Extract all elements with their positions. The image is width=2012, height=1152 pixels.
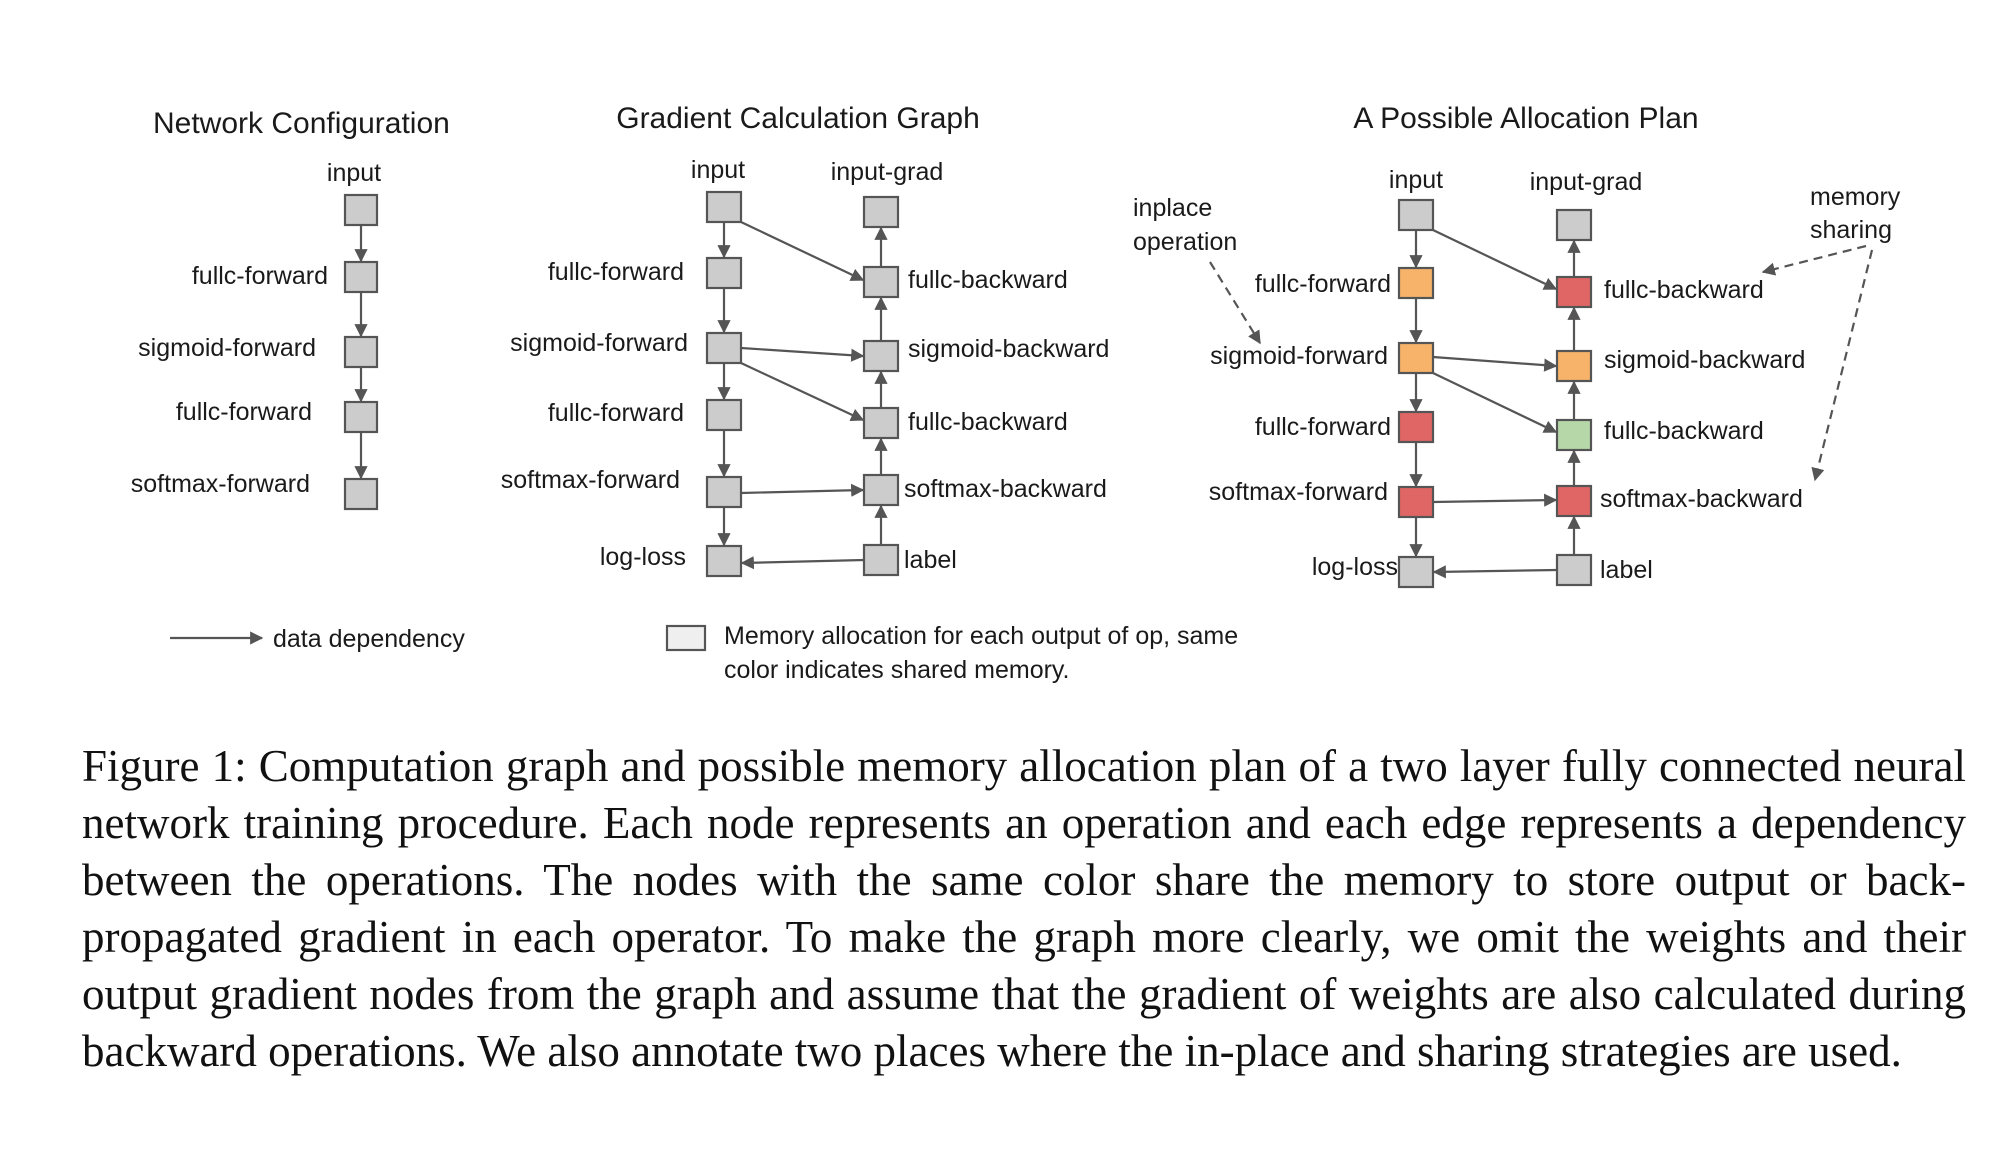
memory-node — [862, 339, 900, 373]
node-label-fullc-backward: fullc-backward — [908, 266, 1068, 294]
node-label-fullc-forward: fullc-forward — [192, 262, 328, 290]
annotation-inplace-line2: operation — [1133, 228, 1237, 256]
figure-caption: Figure 1: Computation graph and possible… — [82, 741, 1966, 1076]
sharing-pointer-arrow — [1811, 249, 1874, 482]
node-label-sigmoid-forward: sigmoid-forward — [1210, 342, 1388, 370]
memory-node — [1555, 484, 1593, 518]
node-label-softmax-backward: softmax-backward — [1600, 485, 1803, 513]
dependency-arrow — [740, 483, 865, 497]
dependency-arrow — [1432, 372, 1558, 433]
panel-network-configuration: Network Configuration input fullc-forwar… — [131, 107, 450, 511]
memory-node — [1555, 418, 1593, 452]
memory-node — [343, 335, 379, 369]
memory-node — [862, 543, 900, 577]
node-label-fullc-forward: fullc-forward — [1255, 270, 1391, 298]
node-label-softmax-forward: softmax-forward — [501, 466, 680, 494]
node-label-input: input — [691, 156, 745, 184]
annotation-sharing-line2: sharing — [1810, 216, 1892, 244]
sharing-pointer-arrow — [1761, 244, 1867, 276]
node-label-sigmoid-forward: sigmoid-forward — [138, 334, 316, 362]
node-label-label: label — [1600, 556, 1653, 584]
memory-node — [862, 473, 900, 507]
panel-gradient-calculation-graph: Gradient Calculation Graph input fullc-f… — [501, 102, 1109, 578]
node-label-log-loss: log-loss — [1312, 553, 1398, 581]
node-label-input: input — [1389, 166, 1443, 194]
memory-node — [1397, 410, 1435, 444]
node-label-label: label — [904, 546, 957, 574]
legend-memory-box — [665, 624, 707, 652]
node-label-softmax-forward: softmax-forward — [1209, 478, 1388, 506]
memory-node — [1397, 266, 1435, 300]
panel-title-gradient: Gradient Calculation Graph — [616, 102, 980, 135]
legend-arrow-label: data dependency — [273, 625, 465, 653]
panel-allocation-plan: A Possible Allocation Plan input fullc-f… — [1133, 102, 1901, 589]
memory-node — [1397, 198, 1435, 232]
memory-node — [705, 544, 743, 578]
node-label-fullc-forward: fullc-forward — [548, 399, 684, 427]
memory-node — [705, 256, 743, 290]
memory-node — [1397, 341, 1435, 375]
dependency-arrow — [740, 362, 865, 421]
legend-box-label-line1: Memory allocation for each output of op,… — [724, 622, 1238, 650]
node-label-input-grad: input-grad — [1530, 168, 1643, 196]
node-label-fullc-backward: fullc-backward — [1604, 417, 1764, 445]
memory-node — [1555, 208, 1593, 242]
legend-box-label-line2: color indicates shared memory. — [724, 656, 1070, 684]
dependency-arrow — [1432, 355, 1558, 372]
dependency-arrow — [740, 221, 865, 281]
panel-title-network: Network Configuration — [153, 107, 450, 140]
memory-node — [1397, 555, 1435, 589]
dependency-arrow — [1432, 229, 1558, 290]
dependency-arrow — [1432, 565, 1558, 579]
memory-node — [705, 398, 743, 432]
memory-node — [705, 190, 743, 224]
memory-node — [343, 260, 379, 294]
node-label-input-grad: input-grad — [831, 158, 944, 186]
node-label-log-loss: log-loss — [600, 543, 686, 571]
memory-node — [862, 195, 900, 229]
node-label-sigmoid-backward: sigmoid-backward — [908, 335, 1109, 363]
dependency-arrow — [740, 346, 865, 362]
memory-node — [343, 477, 379, 511]
node-label-sigmoid-forward: sigmoid-forward — [510, 329, 688, 357]
memory-node — [705, 475, 743, 509]
memory-node — [1555, 275, 1593, 309]
dependency-arrow — [1432, 493, 1558, 507]
node-label-input: input — [327, 159, 381, 187]
node-label-fullc-forward: fullc-forward — [1255, 413, 1391, 441]
memory-node — [343, 400, 379, 434]
memory-node — [1555, 349, 1593, 383]
panel-title-allocation: A Possible Allocation Plan — [1353, 102, 1698, 135]
node-label-fullc-forward: fullc-forward — [176, 398, 312, 426]
memory-node — [862, 265, 900, 299]
memory-node — [862, 406, 900, 440]
node-label-sigmoid-backward: sigmoid-backward — [1604, 346, 1805, 374]
memory-node — [1397, 485, 1435, 519]
node-label-softmax-forward: softmax-forward — [131, 470, 310, 498]
legend: data dependency Memory allocation for ea… — [170, 622, 1238, 684]
memory-node — [343, 193, 379, 227]
inplace-pointer-arrow — [1209, 261, 1261, 345]
memory-node — [1555, 553, 1593, 587]
dependency-arrow — [740, 556, 865, 570]
node-label-fullc-backward: fullc-backward — [908, 408, 1068, 436]
node-label-fullc-forward: fullc-forward — [548, 258, 684, 286]
figure-diagram: Network Configuration input fullc-forwar… — [131, 102, 1901, 684]
node-label-softmax-backward: softmax-backward — [904, 475, 1107, 503]
memory-node — [705, 331, 743, 365]
annotation-inplace-line1: inplace — [1133, 194, 1212, 222]
node-label-fullc-backward: fullc-backward — [1604, 276, 1764, 304]
annotation-sharing-line1: memory — [1810, 183, 1901, 211]
